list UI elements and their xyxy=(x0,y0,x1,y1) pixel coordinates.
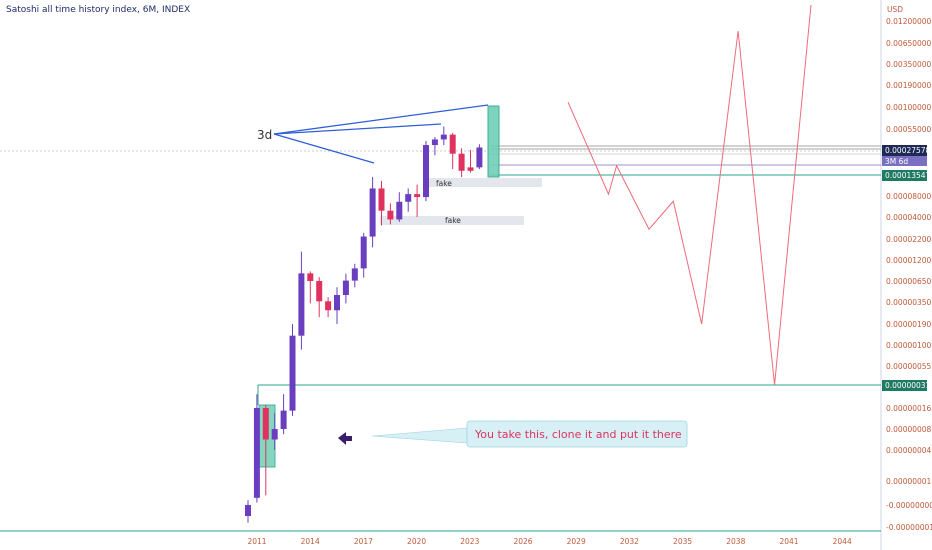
trendline-3 xyxy=(273,133,375,164)
candle-body xyxy=(307,273,314,281)
y-tick-label: 0.00650000 xyxy=(886,39,932,48)
candle-body xyxy=(405,194,412,202)
candle-body xyxy=(298,273,305,336)
currency-label: USD xyxy=(887,5,903,14)
candle-body xyxy=(467,167,474,171)
x-tick-label: 2035 xyxy=(673,537,692,546)
projection-layer xyxy=(567,4,812,386)
y-tick-label: 0.00000008 xyxy=(886,425,932,434)
callout-pointer xyxy=(371,427,469,444)
y-tick-label: 0.00350000 xyxy=(886,60,932,69)
badge-support-bg xyxy=(882,170,927,181)
y-tick-label: 0.00000190 xyxy=(886,320,932,329)
candle-body xyxy=(431,139,438,146)
candle-body xyxy=(289,335,296,411)
y-tick-label: 0.00190000 xyxy=(886,81,932,90)
candle-body xyxy=(449,134,456,154)
y-tick-label: 0.00000016 xyxy=(886,404,932,413)
x-tick-label: 2020 xyxy=(407,537,426,546)
fake-zone-1 xyxy=(425,178,542,187)
x-tick-label: 2032 xyxy=(620,537,639,546)
x-tick-label: 2014 xyxy=(301,537,320,546)
candle-body xyxy=(253,408,260,498)
callout-box xyxy=(466,420,688,448)
y-tick-label: 0.00100000 xyxy=(886,103,932,112)
candle-body xyxy=(271,429,278,440)
y-tick-label: 0.00000004 xyxy=(886,446,932,455)
y-tick-label: 0.00055000 xyxy=(886,125,932,134)
candle-body xyxy=(440,134,447,140)
x-tick-label: 2041 xyxy=(779,537,798,546)
fake-label-1: fake xyxy=(436,179,452,188)
y-tick-label: 0.00000001 xyxy=(886,477,932,486)
left-arrow-icon xyxy=(338,432,352,445)
y-tick-label: 0.00002200 xyxy=(886,235,932,244)
candle-body xyxy=(423,145,429,198)
y-tick-label: 0.00000055 xyxy=(886,362,932,371)
label-3d: 3d xyxy=(257,128,272,142)
x-tick-label: 2044 xyxy=(833,537,852,546)
y-tick-label: 0.00000100 xyxy=(886,341,932,350)
candles-layer xyxy=(245,126,483,523)
badge-low-bg xyxy=(882,380,927,391)
x-axis-layer: 2011 2014 2017 2020 2023 2026 2029 2032 2035 2038… xyxy=(247,537,852,546)
x-tick-label: 2023 xyxy=(460,537,479,546)
candle-body xyxy=(351,268,358,281)
candle-body xyxy=(334,295,340,311)
candle-body xyxy=(342,280,349,295)
candle-body xyxy=(369,188,376,237)
badge-support-text: 0.00013547 xyxy=(885,171,931,180)
y-tick-label: 0.00008000 xyxy=(886,192,932,201)
badge-current-bg xyxy=(882,145,927,156)
x-tick-label: 2038 xyxy=(726,537,745,546)
y-tick-label: -0.00000001 xyxy=(886,523,932,532)
chart-title: Satoshi all time history index, 6M, INDE… xyxy=(6,5,191,15)
candle-body xyxy=(387,210,394,220)
candle-body xyxy=(378,188,385,211)
trendline-1 xyxy=(273,104,489,135)
fake-label-2: fake xyxy=(445,216,461,225)
y-axis-layer: 0.01200000 0.00650000 0.00350000 0.00190000… xyxy=(886,17,932,532)
projection-line xyxy=(567,4,812,386)
x-tick-label: 2017 xyxy=(354,537,373,546)
badge-countdown-bg xyxy=(882,156,927,166)
candle-body xyxy=(476,147,483,168)
candle-body xyxy=(262,408,269,440)
badge-countdown-text: 3M 6d xyxy=(885,157,908,166)
candle-body xyxy=(414,194,421,198)
x-tick-label: 2026 xyxy=(513,537,532,546)
y-tick-label: 0.00000650 xyxy=(886,277,932,286)
badge-current-text: 0.00027578 xyxy=(885,146,931,155)
candle-body xyxy=(360,236,367,269)
y-tick-label: 0.00004000 xyxy=(886,213,932,222)
candle-body xyxy=(458,153,465,171)
y-tick-label: 0.01200000 xyxy=(886,17,932,26)
candle-body xyxy=(396,201,403,220)
y-tick-label: 0.00001200 xyxy=(886,256,932,265)
x-tick-label: 2011 xyxy=(247,537,266,546)
y-tick-label: -0.00000000 xyxy=(886,501,932,510)
candle-body xyxy=(245,505,251,516)
trendline-2 xyxy=(273,123,442,135)
current-zone-box xyxy=(487,105,500,178)
candle-body xyxy=(316,281,323,302)
badge-low-text: 0.00000031 xyxy=(885,381,931,390)
y-tick-label: 0.00000350 xyxy=(886,298,932,307)
candle-body xyxy=(325,301,332,311)
callout-text: You take this, clone it and put it there xyxy=(474,428,682,441)
candle-body xyxy=(280,410,287,429)
x-tick-label: 2029 xyxy=(567,537,586,546)
fake-zone-2 xyxy=(380,216,524,225)
